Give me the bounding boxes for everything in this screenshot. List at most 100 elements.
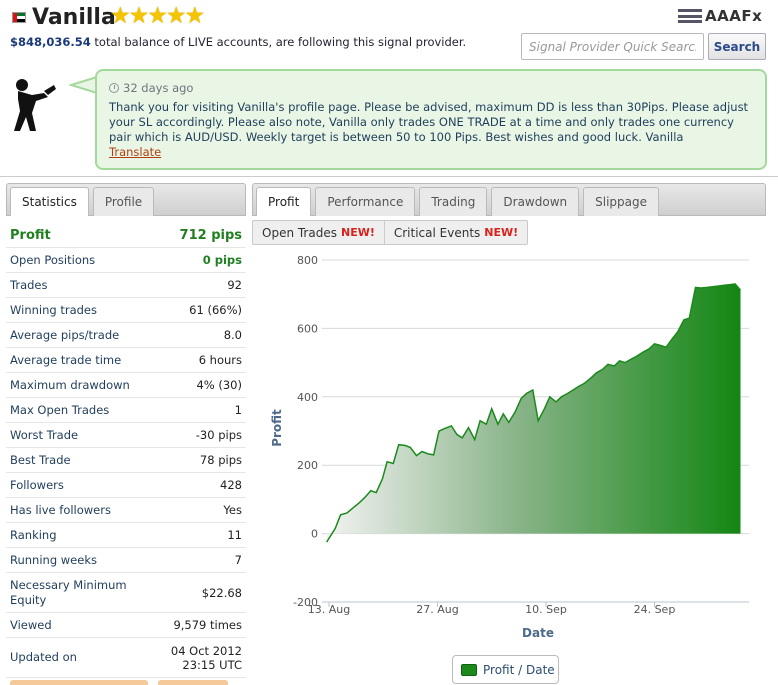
subtab-label: Open Trades <box>262 225 337 240</box>
stat-label: Trades <box>10 278 48 292</box>
provider-avatar-icon <box>14 79 56 131</box>
section-divider <box>0 176 778 177</box>
new-badge: NEW! <box>484 226 519 239</box>
clock-icon <box>109 83 119 93</box>
tab-drawdown[interactable]: Drawdown <box>491 187 580 216</box>
x-tick-label: 10. Sep <box>525 603 567 616</box>
y-axis-label: Profit <box>270 409 284 447</box>
provider-name: Vanilla <box>32 5 116 30</box>
provider-header: Vanilla ★★★★★ $848,036.54 total balance … <box>0 0 778 70</box>
stat-label: Viewed <box>10 618 52 632</box>
balance-line: $848,036.54 total balance of LIVE accoun… <box>10 35 466 49</box>
left-tab-bar: Statistics Profile <box>6 183 246 216</box>
tab-profile[interactable]: Profile <box>92 187 155 216</box>
stat-value: 8.0 <box>223 328 242 342</box>
stat-label: Winning trades <box>10 303 97 317</box>
subtab-critical-events[interactable]: Critical Events NEW! <box>385 221 527 244</box>
stat-value: 11 <box>227 528 242 542</box>
aaafx-logo[interactable]: AAAFx <box>678 7 762 25</box>
stat-label: Updated on <box>10 650 77 664</box>
stat-row-followers: Followers 428 <box>6 473 246 498</box>
y-tick-label: -200 <box>293 596 318 609</box>
y-tick-label: 0 <box>311 528 318 541</box>
stat-label: Open Positions <box>10 253 96 267</box>
profit-chart: -200 0 200 400 600 800 13. Aug 27. Aug 10. Sep 2… <box>270 254 749 640</box>
translate-link[interactable]: Translate <box>109 145 162 159</box>
stat-row-updated-on: Updated on 04 Oct 2012 23:15 UTC <box>6 638 246 678</box>
logo-text: AAAFx <box>705 7 763 25</box>
stat-value: $22.68 <box>201 585 242 600</box>
message-text: Thank you for visiting Vanilla's profile… <box>109 100 749 144</box>
balance-amount: $848,036.54 <box>10 35 91 49</box>
stat-row-trades: Trades 92 <box>6 273 246 298</box>
stat-value: 04 Oct 2012 23:15 UTC <box>170 643 242 672</box>
stat-row-live-followers: Has live followers Yes <box>6 498 246 523</box>
stat-label: Profit <box>10 227 51 243</box>
stat-row-winning-trades: Winning trades 61 (66%) <box>6 298 246 323</box>
x-axis-label: Date <box>522 626 554 640</box>
stat-value: -30 pips <box>195 428 242 442</box>
y-tick-label: 600 <box>297 322 318 335</box>
message-time: 32 days ago <box>109 81 753 95</box>
stat-label: Followers <box>10 478 64 492</box>
stat-value: 9,579 times <box>173 618 242 632</box>
y-tick-label: 800 <box>297 254 318 267</box>
stat-row-maximum-drawdown: Maximum drawdown 4% (30) <box>6 373 246 398</box>
tab-trading[interactable]: Trading <box>419 187 488 216</box>
stat-value: 6 hours <box>198 353 242 367</box>
provider-message-bubble: 32 days ago Thank you for visiting Vanil… <box>95 69 767 170</box>
sub-tab-bar: Open Trades NEW! Critical Events NEW! <box>252 220 529 245</box>
stat-row-running-weeks: Running weeks 7 <box>6 548 246 573</box>
legend-swatch <box>461 663 477 676</box>
uae-flag-icon <box>12 12 26 23</box>
stat-value: 712 pips <box>179 227 242 243</box>
legend-label: Profit / Date <box>483 662 555 677</box>
statistics-table: Profit 712 pips Open Positions 0 pips Tr… <box>6 223 246 678</box>
stat-row-average-pips: Average pips/trade 8.0 <box>6 323 246 348</box>
stat-value: 7 <box>234 553 242 567</box>
stat-label: Maximum drawdown <box>10 378 130 392</box>
stat-value: 92 <box>227 278 242 292</box>
subtab-label: Critical Events <box>393 225 481 240</box>
stat-label: Average pips/trade <box>10 328 120 342</box>
logo-bars-icon <box>678 9 702 23</box>
stat-value: 428 <box>220 478 242 492</box>
bottom-button-partial-2[interactable] <box>158 680 228 685</box>
new-badge: NEW! <box>340 226 375 239</box>
stat-row-best-trade: Best Trade 78 pips <box>6 448 246 473</box>
stat-row-ranking: Ranking 11 <box>6 523 246 548</box>
search-button[interactable]: Search <box>708 33 766 60</box>
profit-line <box>325 283 742 543</box>
stat-row-viewed: Viewed 9,579 times <box>6 613 246 638</box>
stat-value: 4% (30) <box>196 378 242 392</box>
tab-performance[interactable]: Performance <box>315 187 416 216</box>
y-axis-ticks: -200 0 200 400 600 800 <box>293 254 318 609</box>
balance-description: total balance of LIVE accounts, are foll… <box>94 35 467 49</box>
x-axis-ticks: 13. Aug 27. Aug 10. Sep 24. Sep <box>308 602 676 616</box>
tab-statistics[interactable]: Statistics <box>10 187 89 216</box>
stat-label: Max Open Trades <box>10 403 110 417</box>
stat-row-max-open-trades: Max Open Trades 1 <box>6 398 246 423</box>
bottom-button-partial[interactable] <box>10 680 148 685</box>
quick-search-input[interactable] <box>521 33 704 60</box>
tab-slippage[interactable]: Slippage <box>583 187 659 216</box>
x-tick-label: 24. Sep <box>634 603 676 616</box>
stat-value: 78 pips <box>199 453 242 467</box>
message-time-text: 32 days ago <box>123 81 194 95</box>
subtab-open-trades[interactable]: Open Trades NEW! <box>253 221 385 244</box>
stat-row-profit: Profit 712 pips <box>6 223 246 248</box>
stat-label: Worst Trade <box>10 428 79 442</box>
chart-legend[interactable]: Profit / Date <box>452 655 559 684</box>
stat-value: 61 (66%) <box>189 303 242 317</box>
rating-stars-icon: ★★★★★ <box>110 3 205 29</box>
right-tab-bar: Profit Performance Trading Drawdown Slip… <box>252 183 766 216</box>
stat-row-open-positions: Open Positions 0 pips <box>6 248 246 273</box>
tab-profit[interactable]: Profit <box>256 187 312 216</box>
x-tick-label: 27. Aug <box>416 603 458 616</box>
profit-area <box>326 283 741 543</box>
stat-row-minimum-equity: Necessary Minimum Equity $22.68 <box>6 573 246 613</box>
stat-label: Running weeks <box>10 553 97 567</box>
x-tick-label: 13. Aug <box>308 603 350 616</box>
y-tick-label: 400 <box>297 391 318 404</box>
stat-label: Ranking <box>10 528 57 542</box>
